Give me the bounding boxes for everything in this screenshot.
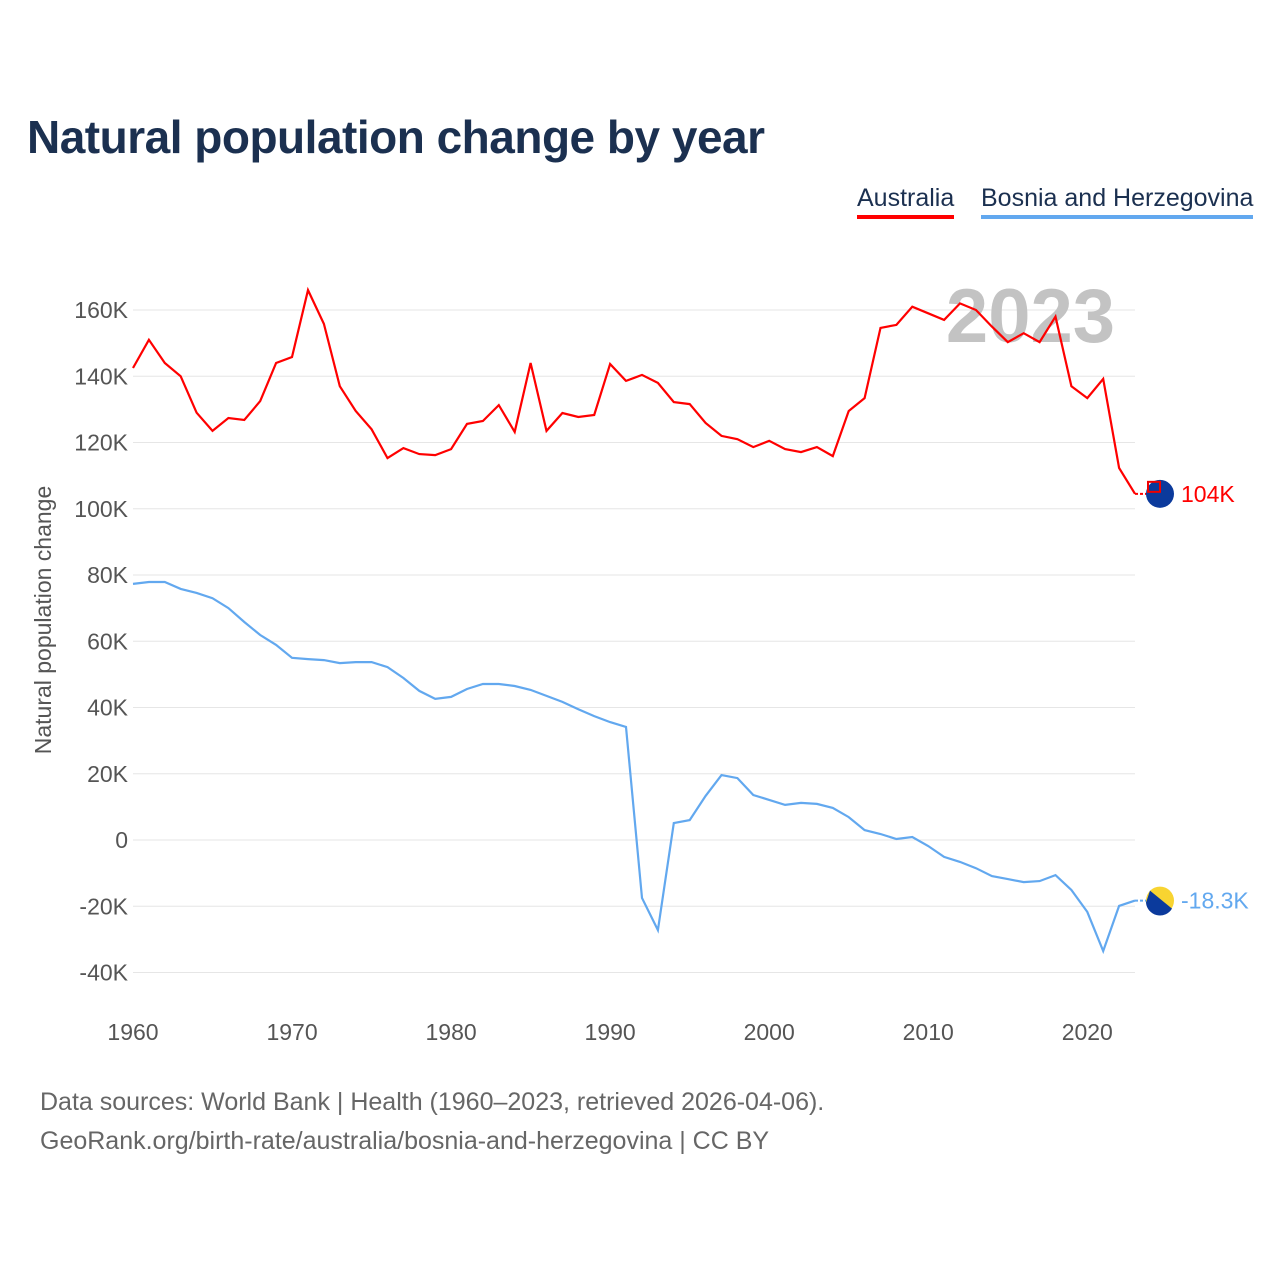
y-tick-label: -40K bbox=[79, 960, 128, 986]
x-tick-label: 2000 bbox=[744, 1019, 795, 1045]
x-tick-label: 1980 bbox=[426, 1019, 477, 1045]
y-tick-label: 20K bbox=[87, 761, 129, 787]
flag-detail bbox=[1146, 890, 1172, 916]
year-watermark: 2023 bbox=[946, 274, 1115, 359]
footer-link[interactable]: GeoRank.org/birth-rate/australia/bosnia-… bbox=[40, 1127, 770, 1155]
y-tick-label: 60K bbox=[87, 628, 129, 654]
y-tick-label: 80K bbox=[87, 562, 129, 588]
x-tick-label: 2010 bbox=[903, 1019, 954, 1045]
x-tick-label: 1990 bbox=[585, 1019, 636, 1045]
y-tick-label: 160K bbox=[74, 297, 128, 323]
australia-flag-icon bbox=[1146, 479, 1174, 508]
series-line-bosnia bbox=[132, 580, 1136, 955]
legend-bosnia[interactable]: Bosnia and Herzegovina bbox=[981, 184, 1254, 219]
y-axis-label: Natural population change bbox=[30, 486, 56, 755]
end-value-label: -18.3K bbox=[1181, 888, 1249, 914]
footer-sources: Data sources: World Bank | Health (1960–… bbox=[40, 1088, 825, 1116]
y-tick-label: 40K bbox=[87, 695, 129, 721]
series-line-australia bbox=[132, 286, 1136, 495]
x-tick-label: 2020 bbox=[1062, 1019, 1113, 1045]
end-value-label: 104K bbox=[1181, 481, 1235, 507]
y-tick-label: 140K bbox=[74, 363, 128, 389]
y-tick-label: 100K bbox=[74, 496, 128, 522]
y-tick-label: 120K bbox=[74, 430, 128, 456]
y-tick-label: 0 bbox=[115, 827, 128, 853]
flag-detail bbox=[1147, 480, 1161, 493]
y-tick-label: -20K bbox=[79, 893, 128, 919]
x-tick-label: 1970 bbox=[266, 1019, 317, 1045]
legend-australia[interactable]: Australia bbox=[857, 184, 955, 219]
x-tick-label: 1960 bbox=[107, 1019, 158, 1045]
chart-title: Natural population change by year bbox=[27, 111, 765, 163]
